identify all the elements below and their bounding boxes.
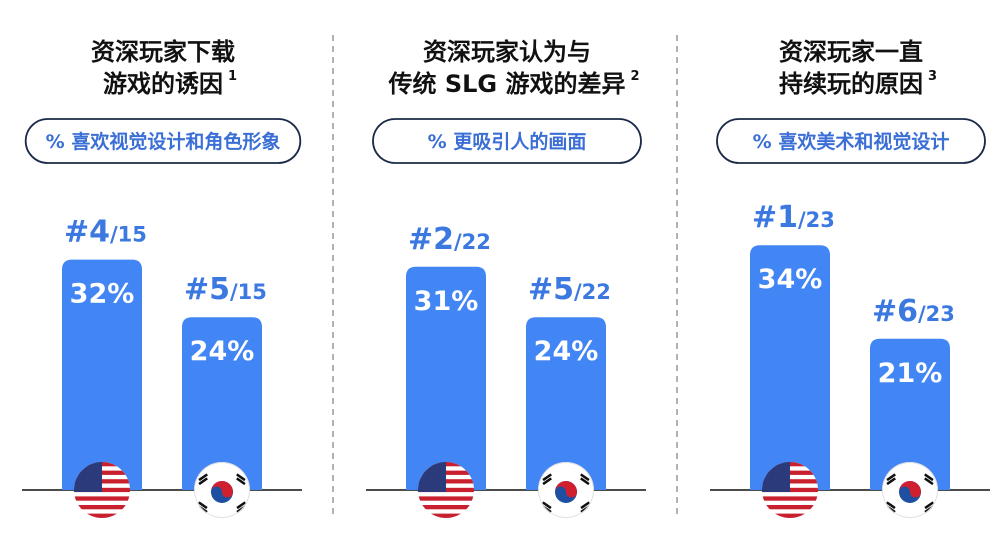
rank-total: /22 [454, 230, 491, 254]
rank-total: /22 [574, 280, 611, 304]
bar [182, 317, 262, 490]
chart-title: 传统 SLG 游戏的差异 [388, 70, 626, 98]
value-label: 21% [878, 358, 943, 389]
footnote: 3 [928, 69, 937, 84]
subtitle: % 喜欢视觉设计和角色形象 [46, 130, 281, 153]
rank: #5 [528, 272, 574, 307]
flag [418, 462, 474, 518]
flag [74, 462, 130, 518]
flag [882, 462, 938, 518]
value-label: 31% [414, 286, 479, 317]
bar [750, 245, 830, 490]
rank: #2 [408, 222, 454, 257]
flag [762, 462, 818, 518]
rank: #5 [184, 272, 230, 307]
footnote: 1 [228, 69, 237, 84]
subtitle: % 喜欢美术和视觉设计 [753, 130, 950, 153]
value-label: 32% [70, 279, 135, 310]
chart-title: 资深玩家下载 [91, 38, 235, 66]
subtitle-pill [716, 118, 986, 164]
rank-total: /15 [230, 280, 267, 304]
bar [870, 338, 950, 490]
rank-label: #5/15 [184, 272, 267, 307]
bar [62, 259, 142, 490]
rank: #6 [872, 294, 918, 329]
flag [538, 462, 594, 518]
chart-title: 游戏的诱因 [103, 70, 223, 98]
value-label: 24% [534, 336, 599, 367]
rank-total: /23 [798, 208, 835, 232]
subtitle: % 更吸引人的画面 [428, 130, 587, 153]
rank-label: #4/15 [64, 215, 147, 250]
chart-title: 资深玩家一直 [779, 38, 923, 66]
rank-label: #2/22 [408, 222, 491, 257]
chart-title: 资深玩家认为与 [423, 38, 591, 66]
flag [194, 462, 250, 518]
value-label: 34% [758, 264, 823, 295]
rank-total: /15 [110, 223, 147, 247]
value-label: 24% [190, 336, 255, 367]
bar [526, 317, 606, 490]
subtitle-pill [372, 118, 642, 164]
rank: #1 [752, 200, 798, 235]
rank: #4 [64, 215, 110, 250]
rank-label: #6/23 [872, 294, 955, 329]
chart-title: 持续玩的原因 [779, 70, 923, 98]
rank-label: #1/23 [752, 200, 835, 235]
rank-total: /23 [918, 302, 955, 326]
subtitle-pill [24, 118, 302, 164]
rank-label: #5/22 [528, 272, 611, 307]
bar [406, 266, 486, 490]
footnote: 2 [631, 69, 640, 84]
